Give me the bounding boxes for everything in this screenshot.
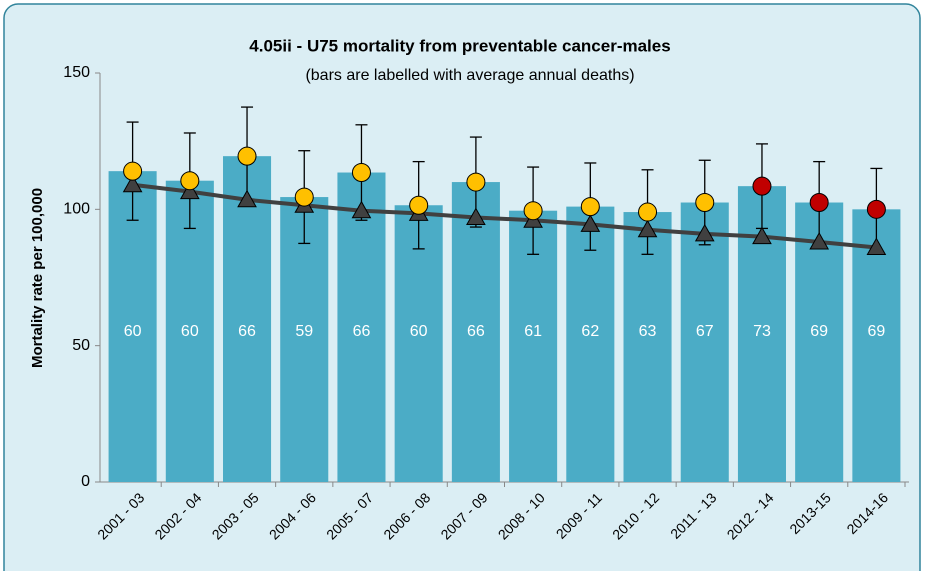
trend-marker [466, 207, 486, 226]
rate-marker [237, 146, 257, 166]
bar-label: 66 [467, 323, 485, 340]
chart-title: 4.05ii - U75 mortality from preventable … [249, 36, 670, 55]
trend-marker [752, 226, 772, 245]
bar-label: 61 [524, 323, 542, 340]
bar [394, 205, 443, 482]
y-axis-label: Mortality rate per 100,000 [29, 188, 46, 368]
rate-marker [351, 163, 371, 183]
rate-marker [466, 172, 486, 192]
rate-marker [409, 195, 429, 215]
bar-label: 69 [810, 323, 828, 340]
bar [566, 206, 615, 482]
y-tick-label: 0 [81, 473, 90, 490]
bar [280, 197, 329, 482]
bar-label: 60 [410, 323, 428, 340]
rate-marker [752, 176, 772, 196]
rate-marker [523, 201, 543, 221]
y-tick-label: 50 [72, 337, 90, 354]
rate-marker [123, 161, 143, 181]
trend-marker [179, 181, 200, 200]
bar-label: 62 [581, 323, 599, 340]
trend-marker [122, 174, 143, 193]
rate-marker [638, 202, 658, 222]
trend-marker [866, 237, 887, 256]
trend-marker [694, 223, 715, 242]
rate-marker [294, 187, 314, 207]
bar-label: 73 [753, 323, 771, 340]
trend-marker [637, 219, 658, 238]
bar [165, 180, 214, 482]
bar-label: 66 [238, 323, 256, 340]
trend-line [132, 182, 877, 250]
bar [337, 172, 386, 483]
rate-marker [809, 193, 829, 213]
bar-label: 69 [867, 323, 885, 340]
rate-marker [580, 197, 600, 217]
rate-marker [866, 199, 886, 219]
trend-marker [351, 200, 372, 219]
trend-marker [237, 189, 257, 208]
bar [623, 212, 672, 482]
rate-marker [695, 193, 715, 213]
trend-marker [580, 214, 601, 232]
y-tick-label: 150 [63, 64, 90, 81]
bar [108, 171, 157, 482]
y-tick-label: 100 [63, 201, 90, 218]
bar-label: 63 [639, 323, 657, 340]
trend-marker [809, 232, 830, 250]
bar [509, 210, 558, 483]
bar-label: 60 [124, 323, 142, 340]
bar-label: 59 [295, 323, 313, 340]
bar [451, 182, 500, 483]
bar-label: 67 [696, 323, 714, 340]
bar-label: 66 [353, 323, 371, 340]
bar [223, 156, 272, 482]
bar-label: 60 [181, 323, 199, 340]
bar [680, 202, 729, 482]
rate-marker [180, 171, 200, 191]
chart-subtitle: (bars are labelled with average annual d… [305, 67, 634, 84]
